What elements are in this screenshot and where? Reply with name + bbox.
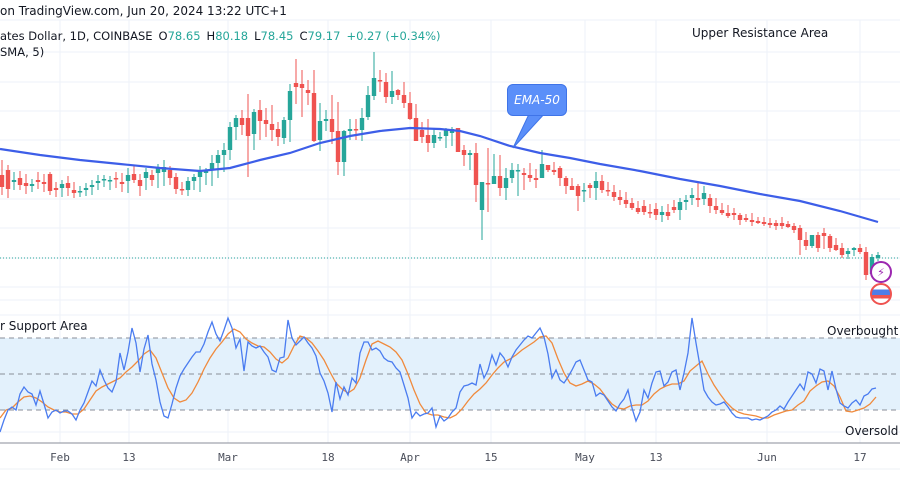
stochastic-k-line xyxy=(0,316,877,433)
candlestick-series xyxy=(0,52,881,280)
us-flag-icon[interactable] xyxy=(870,283,892,305)
time-axis-label: 13 xyxy=(649,451,663,464)
low-value: 78.45 xyxy=(260,29,294,43)
source-watermark: on TradingView.com, Jun 20, 2024 13:22 U… xyxy=(0,4,287,18)
time-axis-label: Mar xyxy=(218,451,238,464)
time-axis-label: 13 xyxy=(122,451,136,464)
ema-50-line xyxy=(0,126,879,224)
overbought-label[interactable]: Overbought R xyxy=(827,324,900,338)
time-axis-label: Jun xyxy=(757,451,777,464)
support-area-label[interactable]: r Support Area xyxy=(0,319,88,333)
ema-callout-pointer xyxy=(512,111,548,149)
indicator-legend[interactable]: SMA, 5) xyxy=(0,45,45,59)
time-axis-label: 17 xyxy=(853,451,867,464)
time-axis-label: 15 xyxy=(484,451,498,464)
time-axis-label: 18 xyxy=(321,451,335,464)
ema-50-callout[interactable]: EMA-50 xyxy=(507,84,567,116)
time-axis-label: Feb xyxy=(50,451,70,464)
close-label: C xyxy=(299,29,308,43)
change-value: +0.27 (+0.34%) xyxy=(346,29,441,43)
high-value: 80.18 xyxy=(215,29,249,43)
symbol-legend: ates Dollar, 1D, COINBASE O78.65 H80.18 L78… xyxy=(0,29,441,43)
upper-resistance-label[interactable]: Upper Resistance Area xyxy=(692,26,829,40)
oversold-label[interactable]: Oversold R xyxy=(845,424,900,438)
stochastic-levels xyxy=(0,337,900,411)
time-axis-label: May xyxy=(575,451,595,464)
low-label: L xyxy=(254,29,261,43)
close-value: 79.17 xyxy=(307,29,341,43)
flash-event-icon[interactable]: ⚡ xyxy=(870,261,892,283)
time-axis-label: Apr xyxy=(400,451,420,464)
open-label: O xyxy=(158,29,168,43)
stochastic-d-line xyxy=(0,328,877,419)
symbol-name[interactable]: ates Dollar, 1D, COINBASE xyxy=(0,29,153,43)
open-value: 78.65 xyxy=(167,29,201,43)
high-label: H xyxy=(206,29,216,43)
